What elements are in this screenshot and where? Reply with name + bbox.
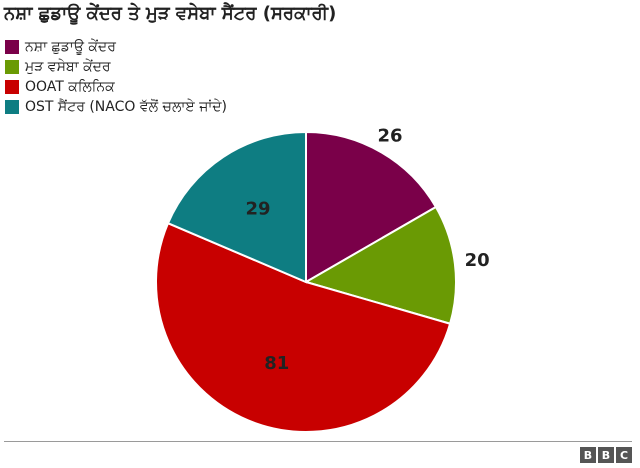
logo-letter: B [580, 447, 596, 463]
legend-item: OST ਸੈਂਟਰ (NACO ਵੱਲੋਂ ਚਲਾਏ ਜਾਂਦੇ) [5, 97, 227, 117]
legend-label: OST ਸੈਂਟਰ (NACO ਵੱਲੋਂ ਚਲਾਏ ਜਾਂਦੇ) [25, 99, 228, 115]
chart-title: ਨਸ਼ਾ ਛੁਡਾਊ ਕੇਂਦਰ ਤੇ ਮੁੜ ਵਸੇਬਾ ਸੈਂਟਰ (ਸਰਕ… [4, 3, 337, 24]
legend-label: ਮੁੜ ਵਸੇਬਾ ਕੇਂਦਰ [25, 59, 111, 75]
slice-ost-centres [166, 130, 307, 284]
slice-ooat-clinics [155, 221, 452, 433]
data-label: 26 [377, 126, 402, 147]
logo-letter: B [598, 447, 614, 463]
slice-de-addiction-centres [305, 130, 438, 284]
legend-swatch [5, 80, 19, 94]
footer-divider [4, 441, 632, 442]
legend-swatch [5, 40, 19, 54]
legend-label: ਨਸ਼ਾ ਛੁਡਾਊ ਕੇਂਦਰ [25, 39, 116, 55]
legend: ਨਸ਼ਾ ਛੁਡਾਊ ਕੇਂਦਰ ਮੁੜ ਵਸੇਬਾ ਕੇਂਦਰ OOAT ਕਲ… [5, 37, 227, 117]
bbc-logo: B B C [580, 447, 632, 463]
legend-item: ਮੁੜ ਵਸੇਬਾ ਕੇਂਦਰ [5, 57, 227, 77]
slice-rehabilitation-centres [303, 205, 457, 325]
legend-swatch [5, 100, 19, 114]
data-label: 20 [465, 250, 490, 271]
logo-letter: C [616, 447, 632, 463]
legend-item: ਨਸ਼ਾ ਛੁਡਾਊ ਕੇਂਦਰ [5, 37, 227, 57]
legend-swatch [5, 60, 19, 74]
data-label: 29 [245, 198, 270, 219]
legend-label: OOAT ਕਲਿਨਿਕ [25, 79, 115, 95]
data-label: 81 [264, 353, 289, 374]
legend-item: OOAT ਕਲਿਨਿਕ [5, 77, 227, 97]
